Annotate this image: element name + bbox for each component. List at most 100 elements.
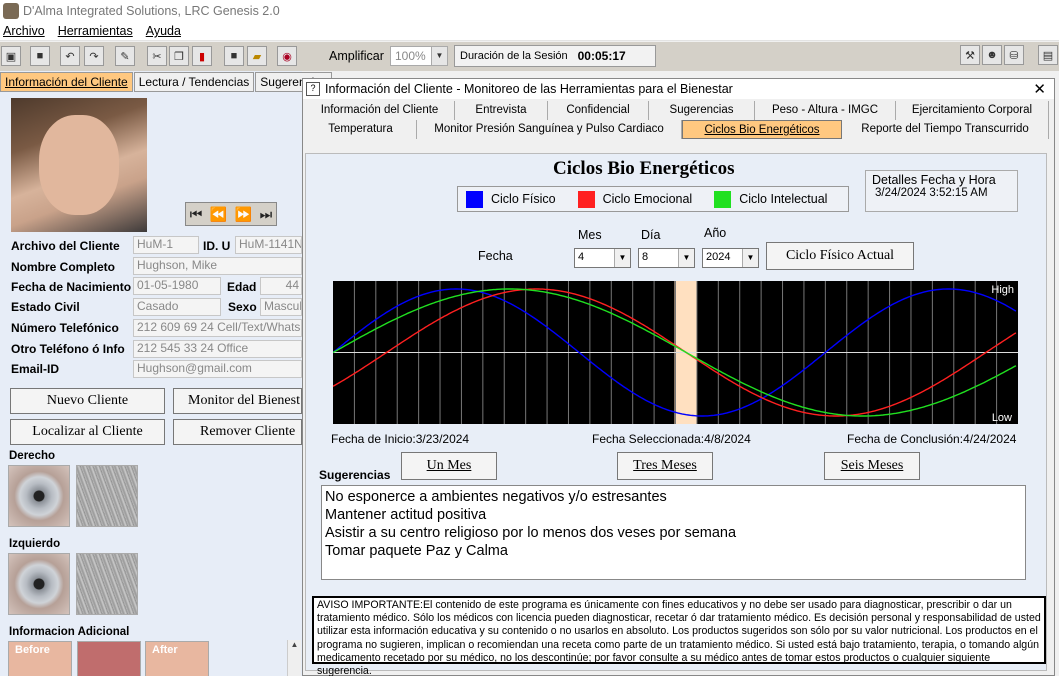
id-field[interactable]: HuM-1141N xyxy=(235,236,302,254)
tab-reading[interactable]: Lectura / Tendencias xyxy=(134,72,255,92)
phone-label: Número Telefónico xyxy=(11,321,119,335)
year-select[interactable]: 2024 ▼ xyxy=(702,248,759,268)
save-icon[interactable]: ■ xyxy=(30,46,50,66)
tab-client-info-2[interactable]: Información del Cliente xyxy=(305,101,455,120)
tab-interview[interactable]: Entrevista xyxy=(455,101,548,120)
tab-client-info[interactable]: Información del Cliente xyxy=(0,72,133,92)
sex-field[interactable]: Mascul xyxy=(260,298,302,316)
menu-ayuda[interactable]: Ayuda xyxy=(146,24,181,38)
phone-field[interactable]: 212 609 69 24 Cell/Text/Whats xyxy=(133,319,302,337)
tab-confidential[interactable]: Confidencial xyxy=(548,101,649,120)
suggestions-label: Sugerencias xyxy=(319,468,390,482)
cut-icon[interactable]: ✂ xyxy=(147,46,167,66)
edit-icon[interactable]: ✎ xyxy=(115,46,135,66)
scroll-up-icon[interactable]: ▲ xyxy=(291,640,299,649)
current-cycle-button[interactable]: Ciclo Físico Actual xyxy=(766,242,914,270)
day-chevron-down-icon[interactable]: ▼ xyxy=(678,249,694,267)
year-label: Año xyxy=(704,226,726,240)
paste-icon[interactable]: ▮ xyxy=(192,46,212,66)
legend-emotional: Ciclo Emocional xyxy=(603,192,693,206)
locate-client-button[interactable]: Localizar al Cliente xyxy=(10,419,165,445)
month-label: Mes xyxy=(578,228,602,242)
name-field[interactable]: Hughson, Mike xyxy=(133,257,302,275)
month-chevron-down-icon[interactable]: ▼ xyxy=(614,249,630,267)
undo-icon[interactable]: ↶ xyxy=(60,46,80,66)
chart-end-date: Fecha de Conclusión:4/24/2024 xyxy=(847,432,1016,446)
civil-field[interactable]: Casado xyxy=(133,298,221,316)
year-chevron-down-icon[interactable]: ▼ xyxy=(742,249,758,267)
tab-weight[interactable]: Peso - Altura - IMGC xyxy=(755,101,896,120)
left-iris-image[interactable] xyxy=(8,553,70,615)
age-field[interactable]: 44 xyxy=(260,277,302,295)
month-select[interactable]: 4 ▼ xyxy=(574,248,631,268)
archive-label: Archivo del Cliente xyxy=(11,239,120,253)
left-iris-zoom-image[interactable] xyxy=(76,553,138,615)
after-image[interactable]: After xyxy=(145,641,209,676)
day-label: Día xyxy=(641,228,660,242)
right-iris-zoom-image[interactable] xyxy=(76,465,138,527)
copy-icon[interactable]: ❐ xyxy=(169,46,189,66)
network-icon[interactable]: ⛁ xyxy=(1004,45,1024,65)
middle-image[interactable] xyxy=(77,641,141,676)
menu-archivo[interactable]: Archivo xyxy=(3,24,45,38)
sex-label: Sexo xyxy=(228,300,257,314)
three-months-button[interactable]: Tres Meses xyxy=(617,452,713,480)
left-scrollbar[interactable]: ▲ xyxy=(287,640,301,676)
toolbar-right: ⚒ ☻ ⛁ ▤ xyxy=(960,45,1059,70)
legend-emotional-swatch xyxy=(578,191,595,208)
day-select[interactable]: 8 ▼ xyxy=(638,248,695,268)
suggestions-textarea[interactable]: No esponerce a ambientes negativos y/o e… xyxy=(321,485,1026,580)
last-record-icon[interactable]: ⏭ xyxy=(260,206,273,223)
open-folder-icon[interactable]: ▰ xyxy=(247,46,267,66)
chart-legend: Ciclo Físico Ciclo Emocional Ciclo Intel… xyxy=(457,186,849,212)
menu-herramientas[interactable]: Herramientas xyxy=(58,24,133,38)
age-label: Edad xyxy=(227,280,256,294)
tab-suggestions-2[interactable]: Sugerencias xyxy=(649,101,755,120)
amplify-value: 100% xyxy=(395,49,426,63)
legend-intellectual-swatch xyxy=(714,191,731,208)
email-field[interactable]: Hughson@gmail.com xyxy=(133,360,302,378)
users-icon[interactable]: ☻ xyxy=(982,45,1002,65)
right-iris-image[interactable] xyxy=(8,465,70,527)
stop-icon[interactable]: ■ xyxy=(224,46,244,66)
first-record-icon[interactable]: ⏮ xyxy=(190,206,203,223)
redo-icon[interactable]: ↷ xyxy=(84,46,104,66)
extra-info-label: Informacion Adicional xyxy=(9,626,129,638)
tab-exercise[interactable]: Ejercitamiento Corporal xyxy=(896,101,1049,120)
tab-time-report[interactable]: Reporte del Tiempo Transcurrido xyxy=(842,120,1049,139)
one-month-button[interactable]: Un Mes xyxy=(401,452,497,480)
suggestion-item: Mantener actitud positiva xyxy=(325,506,1022,524)
archive-field[interactable]: HuM-1 xyxy=(133,236,199,254)
session-box: Duración de la Sesión 00:05:17 xyxy=(454,45,656,67)
email-label: Email-ID xyxy=(11,362,59,376)
chart-start-date: Fecha de Inicio:3/23/2024 xyxy=(331,432,469,446)
dob-label: Fecha de Nacimiento xyxy=(11,280,131,294)
dialog-title: Información del Cliente - Monitoreo de l… xyxy=(325,82,733,96)
print-icon[interactable]: ▣ xyxy=(1,46,21,66)
amplify-select[interactable]: 100% ▼ xyxy=(390,46,448,66)
dob-field[interactable]: 01-05-1980 xyxy=(133,277,221,295)
tab-bio-cycles[interactable]: Ciclos Bio Energéticos xyxy=(682,120,842,139)
remove-client-button[interactable]: Remover Cliente xyxy=(173,419,302,445)
chart-selected-date: Fecha Seleccionada:4/8/2024 xyxy=(592,432,751,446)
amplify-label: Amplificar xyxy=(329,49,384,63)
tools-icon[interactable]: ⚒ xyxy=(960,45,980,65)
disclaimer-box: AVISO IMPORTANTE:El contenido de este pr… xyxy=(312,596,1046,664)
record-icon[interactable]: ◉ xyxy=(277,46,297,66)
phone2-field[interactable]: 212 545 33 24 Office xyxy=(133,340,302,358)
prev-record-icon[interactable]: ⏪ xyxy=(210,206,227,223)
dialog-title-bar: ? Información del Cliente - Monitoreo de… xyxy=(303,79,1054,99)
next-record-icon[interactable]: ⏩ xyxy=(235,206,252,223)
new-client-button[interactable]: Nuevo Cliente xyxy=(10,388,165,414)
window-icon[interactable]: ▤ xyxy=(1038,45,1058,65)
tab-blood-pressure[interactable]: Monitor Presión Sanguínea y Pulso Cardia… xyxy=(417,120,682,139)
monitor-button[interactable]: Monitor del Bienest xyxy=(173,388,302,414)
chevron-down-icon[interactable]: ▼ xyxy=(431,47,447,65)
civil-label: Estado Civil xyxy=(11,300,80,314)
before-image[interactable]: Before xyxy=(8,641,72,676)
close-icon[interactable]: ✕ xyxy=(1033,80,1046,98)
six-months-button[interactable]: Seis Meses xyxy=(824,452,920,480)
tab-temperature[interactable]: Temperatura xyxy=(305,120,417,139)
menu-bar: Archivo Herramientas Ayuda xyxy=(0,22,1059,41)
title-bar: D'Alma Integrated Solutions, LRC Genesis… xyxy=(0,0,1059,22)
